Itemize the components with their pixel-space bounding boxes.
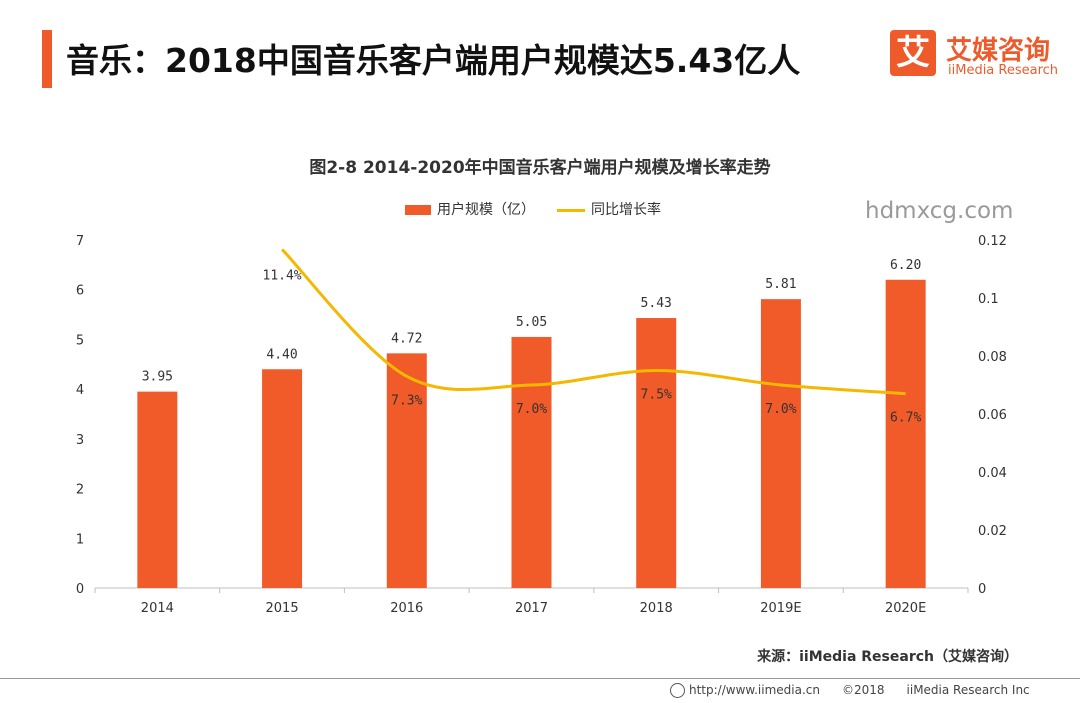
y-left-tick-label: 5 — [76, 333, 84, 348]
footer-url[interactable]: http://www.iimedia.cn — [689, 683, 820, 697]
x-tick-label: 2016 — [390, 601, 423, 616]
x-tick-label: 2017 — [515, 601, 548, 616]
y-right-tick-label: 0.04 — [978, 466, 1007, 481]
line-value-label: 11.4% — [263, 268, 302, 283]
bar — [511, 336, 552, 588]
line-value-label: 7.5% — [641, 388, 672, 403]
footer-divider — [0, 678, 1080, 679]
source-note: 来源：iiMedia Research（艾媒咨询） — [757, 649, 1018, 665]
y-right-tick-label: 0.1 — [978, 292, 999, 307]
brand-logo: 艾 艾媒咨询 iiMedia Research — [890, 30, 1070, 82]
bar — [760, 299, 801, 588]
y-left-tick-label: 6 — [76, 284, 84, 299]
logo-name-en: iiMedia Research — [948, 63, 1059, 78]
bar — [386, 353, 427, 588]
globe-icon — [670, 683, 685, 698]
legend-bar-swatch — [405, 205, 431, 215]
bar — [262, 369, 303, 588]
line-value-label: 6.7% — [890, 411, 921, 426]
y-left-tick-label: 7 — [76, 234, 84, 249]
y-right-tick-label: 0.06 — [978, 408, 1007, 423]
line-value-label: 7.3% — [391, 393, 422, 408]
footer-company: iiMedia Research Inc — [906, 683, 1030, 697]
y-right-tick-label: 0.08 — [978, 350, 1007, 365]
footer-copyright: ©2018 — [841, 683, 885, 697]
bar — [885, 279, 926, 588]
bar — [137, 391, 178, 588]
logo-mark: 艾 — [890, 30, 936, 76]
y-left-tick-label: 1 — [76, 532, 84, 547]
y-right-tick-label: 0 — [978, 582, 986, 597]
logo-name-cn: 艾媒咨询 — [946, 36, 1051, 66]
footer: http://www.iimedia.cn ©2018 iiMedia Resear… — [670, 683, 1052, 698]
bar-value-label: 3.95 — [142, 370, 173, 385]
bar-value-label: 4.72 — [391, 331, 422, 346]
chart-title: 图2-8 2014-2020年中国音乐客户端用户规模及增长率走势 — [309, 158, 771, 178]
growth-rate-line — [281, 248, 906, 396]
y-left-tick-label: 2 — [76, 483, 84, 498]
bar-value-label: 6.20 — [890, 258, 921, 273]
bar-value-label: 5.81 — [765, 277, 796, 292]
legend-line-label: 同比增长率 — [591, 202, 661, 218]
bar-value-label: 4.40 — [266, 347, 297, 362]
bar-value-label: 5.43 — [641, 296, 672, 311]
chart-legend: 用户规模（亿） 同比增长率 — [405, 199, 661, 219]
bar-value-label: 5.05 — [516, 315, 547, 330]
y-right-tick-label: 0.02 — [978, 524, 1007, 539]
line-value-label: 7.0% — [765, 402, 796, 417]
x-tick-label: 2019E — [760, 601, 801, 616]
title-accent-bar — [42, 30, 52, 88]
y-left-tick-label: 3 — [76, 433, 84, 448]
y-right-tick-label: 0.12 — [978, 234, 1007, 249]
y-left-tick-label: 4 — [76, 383, 84, 398]
legend-line-swatch — [557, 208, 585, 212]
bar — [636, 318, 677, 588]
x-tick-label: 2020E — [885, 601, 926, 616]
page-title: 音乐：2018中国音乐客户端用户规模达5.43亿人 — [66, 41, 801, 80]
x-tick-label: 2015 — [266, 601, 299, 616]
legend-bar-label: 用户规模（亿） — [437, 202, 535, 218]
line-value-label: 7.0% — [516, 402, 547, 417]
y-left-tick-label: 0 — [76, 582, 84, 597]
x-tick-label: 2018 — [640, 601, 673, 616]
watermark-text: hdmxcg.com — [865, 198, 1014, 224]
x-tick-label: 2014 — [141, 601, 174, 616]
